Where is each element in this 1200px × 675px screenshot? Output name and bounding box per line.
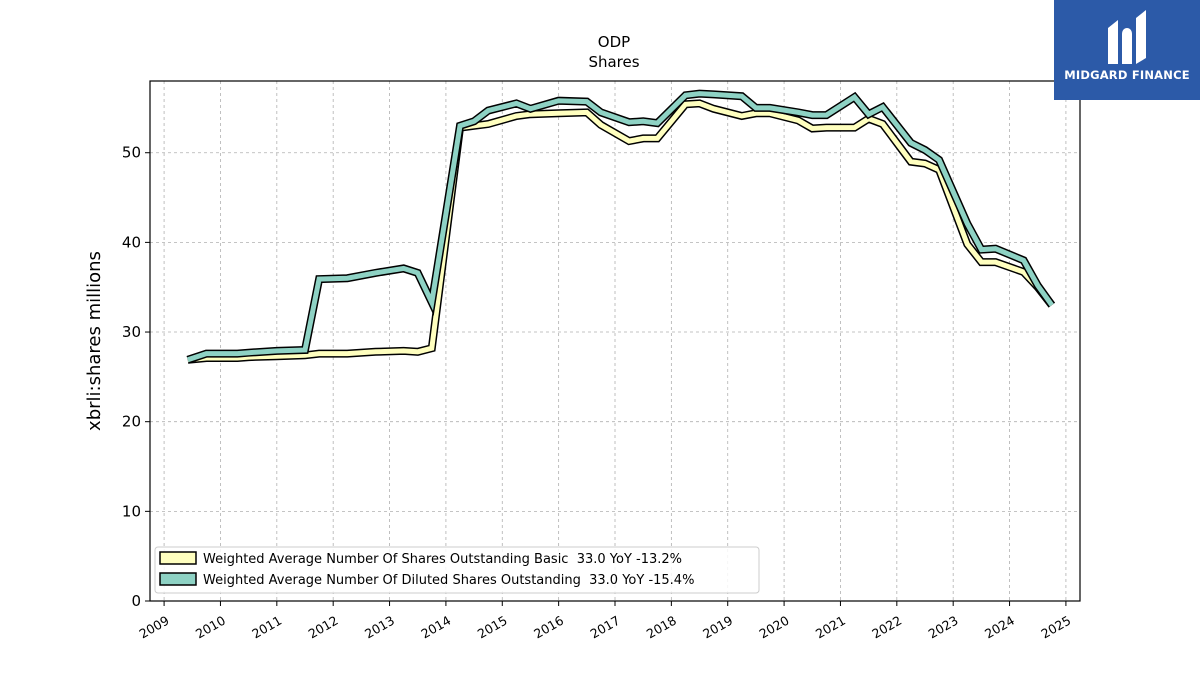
y-tick-label: 30 [122, 323, 141, 341]
y-tick-label: 0 [131, 592, 141, 610]
x-tick-label: 2019 [700, 613, 735, 642]
x-tick-label: 2017 [587, 613, 622, 642]
x-tick-label: 2010 [193, 613, 228, 642]
x-tick-label: 2018 [644, 613, 679, 642]
x-tick-label: 2014 [418, 613, 453, 642]
series-1-line [187, 91, 1054, 363]
chart-title: ODP [598, 33, 630, 51]
x-tick-label: 2023 [926, 613, 961, 642]
x-tick-label: 2016 [531, 613, 566, 642]
x-tick-label: 2012 [306, 613, 341, 642]
grid-lines [150, 81, 1080, 602]
chart-subtitle: Shares [588, 53, 639, 71]
y-tick-label: 50 [122, 144, 141, 162]
x-tick-label: 2009 [137, 613, 172, 642]
legend-swatch-diluted [159, 572, 197, 586]
y-tick-label: 10 [122, 502, 141, 520]
legend: Weighted Average Number Of Shares Outsta… [154, 546, 760, 594]
series-0-line [187, 100, 1054, 363]
x-tick-label: 2025 [1038, 613, 1073, 642]
series-layer [186, 89, 1056, 364]
y-tick-label: 20 [122, 413, 141, 431]
x-tick-label: 2022 [869, 613, 904, 642]
y-axis-label: xbrli:shares millions [84, 251, 105, 431]
series-0-outline [187, 99, 1055, 364]
legend-swatch-basic [159, 551, 197, 565]
legend-label-diluted: Weighted Average Number Of Diluted Share… [203, 573, 694, 588]
midgard-finance-logo: MIDGARD FINANCE [1054, 0, 1200, 100]
midgard-logo-mark-icon [1108, 10, 1146, 64]
x-tick-label: 2020 [757, 613, 792, 642]
x-tick-label: 2015 [475, 613, 510, 642]
x-tick-label: 2013 [362, 613, 397, 642]
x-tick-label: 2021 [813, 613, 848, 642]
x-tick-label: 2011 [249, 613, 284, 642]
y-tick-label: 40 [122, 233, 141, 251]
x-tick-label: 2024 [982, 613, 1017, 642]
legend-box [154, 546, 760, 594]
legend-label-basic: Weighted Average Number Of Shares Outsta… [203, 552, 682, 567]
logo-text: MIDGARD FINANCE [1064, 68, 1190, 82]
